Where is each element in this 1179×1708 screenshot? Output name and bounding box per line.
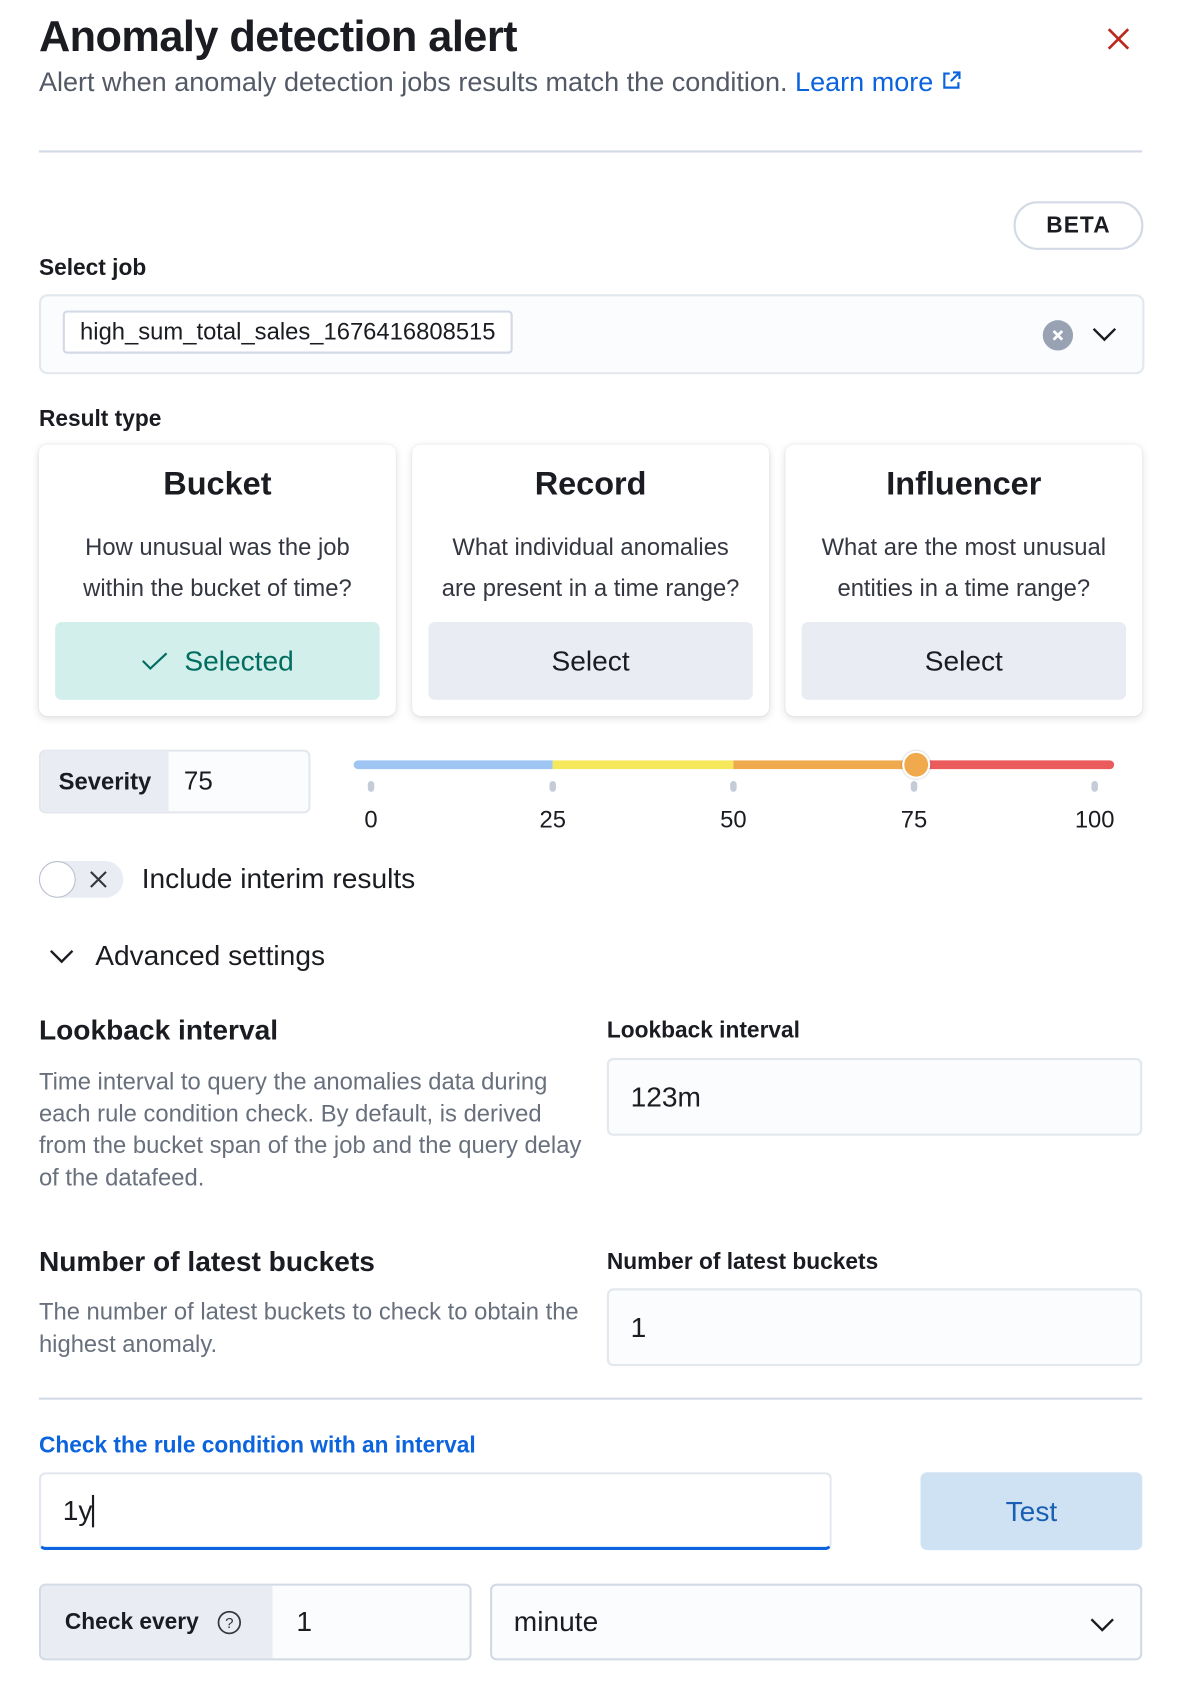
slider-segment-warning [552, 760, 734, 770]
record-select-button[interactable]: Select [428, 621, 753, 700]
lookback-input[interactable]: 123m [606, 1057, 1143, 1136]
page-title: Anomaly detection alert [38, 12, 518, 61]
cross-icon [90, 871, 107, 888]
advanced-settings-toggle[interactable]: Advanced settings [48, 939, 325, 973]
slider-tick [367, 780, 375, 792]
slider-tick [730, 780, 737, 792]
beta-badge: BETA [1013, 201, 1144, 250]
select-job-label: Select job [38, 255, 147, 281]
card-desc: What are the most unusual entities in a t… [821, 533, 1106, 602]
check-interval-input[interactable]: 1y [38, 1472, 832, 1551]
lookback-description: Time interval to query the anomalies dat… [38, 1067, 582, 1191]
chevron-down-icon[interactable] [1090, 325, 1118, 344]
slider-tick [910, 780, 918, 792]
influencer-select-button[interactable]: Select [801, 621, 1127, 700]
text-caret [92, 1494, 95, 1527]
chevron-down-icon [49, 949, 74, 963]
slider-tick [549, 780, 556, 792]
interim-results-toggle[interactable] [38, 861, 124, 898]
lookback-heading: Lookback interval [38, 1013, 279, 1047]
card-desc: What individual anomalies are present in … [441, 533, 740, 602]
result-card-influencer: Influencer What are the most unusual enti… [785, 444, 1143, 717]
divider [38, 1397, 1143, 1400]
severity-input[interactable]: 75 [168, 751, 309, 812]
check-every-input[interactable]: 1 [272, 1585, 470, 1659]
slider-segment-low [353, 760, 553, 770]
card-title: Record [534, 466, 647, 502]
slider-tick-label: 75 [900, 805, 928, 833]
slider-tick-label: 25 [539, 805, 566, 833]
divider [38, 150, 1143, 153]
card-title: Bucket [163, 466, 272, 502]
subtitle: Alert when anomaly detection jobs result… [39, 67, 963, 98]
severity-label: Severity [41, 751, 169, 812]
question-icon[interactable]: ? [216, 1609, 242, 1635]
chevron-down-icon [1090, 1618, 1114, 1632]
job-combobox[interactable]: high_sum_total_sales_1676416808515 [38, 294, 1145, 375]
slider-tick-label: 100 [1074, 805, 1115, 833]
buckets-field-label: Number of latest buckets [606, 1249, 879, 1275]
slider-tick [1091, 780, 1098, 792]
slider-tick-label: 50 [720, 805, 747, 833]
severity-field[interactable]: Severity 75 [38, 749, 311, 814]
clear-icon[interactable] [1042, 320, 1074, 351]
buckets-input[interactable]: 1 [606, 1288, 1143, 1367]
lookback-field-label: Lookback interval [606, 1017, 800, 1043]
check-interval-label: Check the rule condition with an interva… [38, 1433, 476, 1459]
result-card-record: Record What individual anomalies are pres… [412, 444, 770, 717]
result-card-bucket: Bucket How unusual was the job within the… [38, 444, 396, 717]
severity-slider-thumb[interactable] [902, 750, 931, 779]
card-desc: How unusual was the job within the bucket… [83, 533, 352, 602]
card-title: Influencer [886, 466, 1042, 502]
interim-results-label: Include interim results [141, 862, 416, 895]
learn-more-link[interactable]: Learn more [795, 67, 962, 97]
slider-segment-minor [733, 760, 917, 770]
slider-segment-critical [916, 760, 1115, 770]
selected-job-pill: high_sum_total_sales_1676416808515 [62, 310, 513, 354]
buckets-heading: Number of latest buckets [38, 1245, 375, 1278]
external-link-icon [943, 71, 961, 89]
toggle-knob [38, 861, 76, 898]
check-every-unit-select[interactable]: minute [490, 1583, 1143, 1661]
check-every-field: Check every ? 1 [38, 1583, 472, 1661]
close-icon[interactable] [1103, 24, 1133, 54]
bucket-selected-button[interactable]: Selected [55, 621, 380, 700]
slider-tick-label: 0 [364, 805, 378, 833]
result-type-label: Result type [38, 406, 162, 432]
buckets-description: The number of latest buckets to check to… [38, 1298, 579, 1357]
check-every-prepend: Check every ? [41, 1585, 273, 1659]
svg-text:?: ? [225, 1614, 233, 1631]
check-icon [142, 652, 168, 670]
test-button[interactable]: Test [920, 1472, 1143, 1551]
